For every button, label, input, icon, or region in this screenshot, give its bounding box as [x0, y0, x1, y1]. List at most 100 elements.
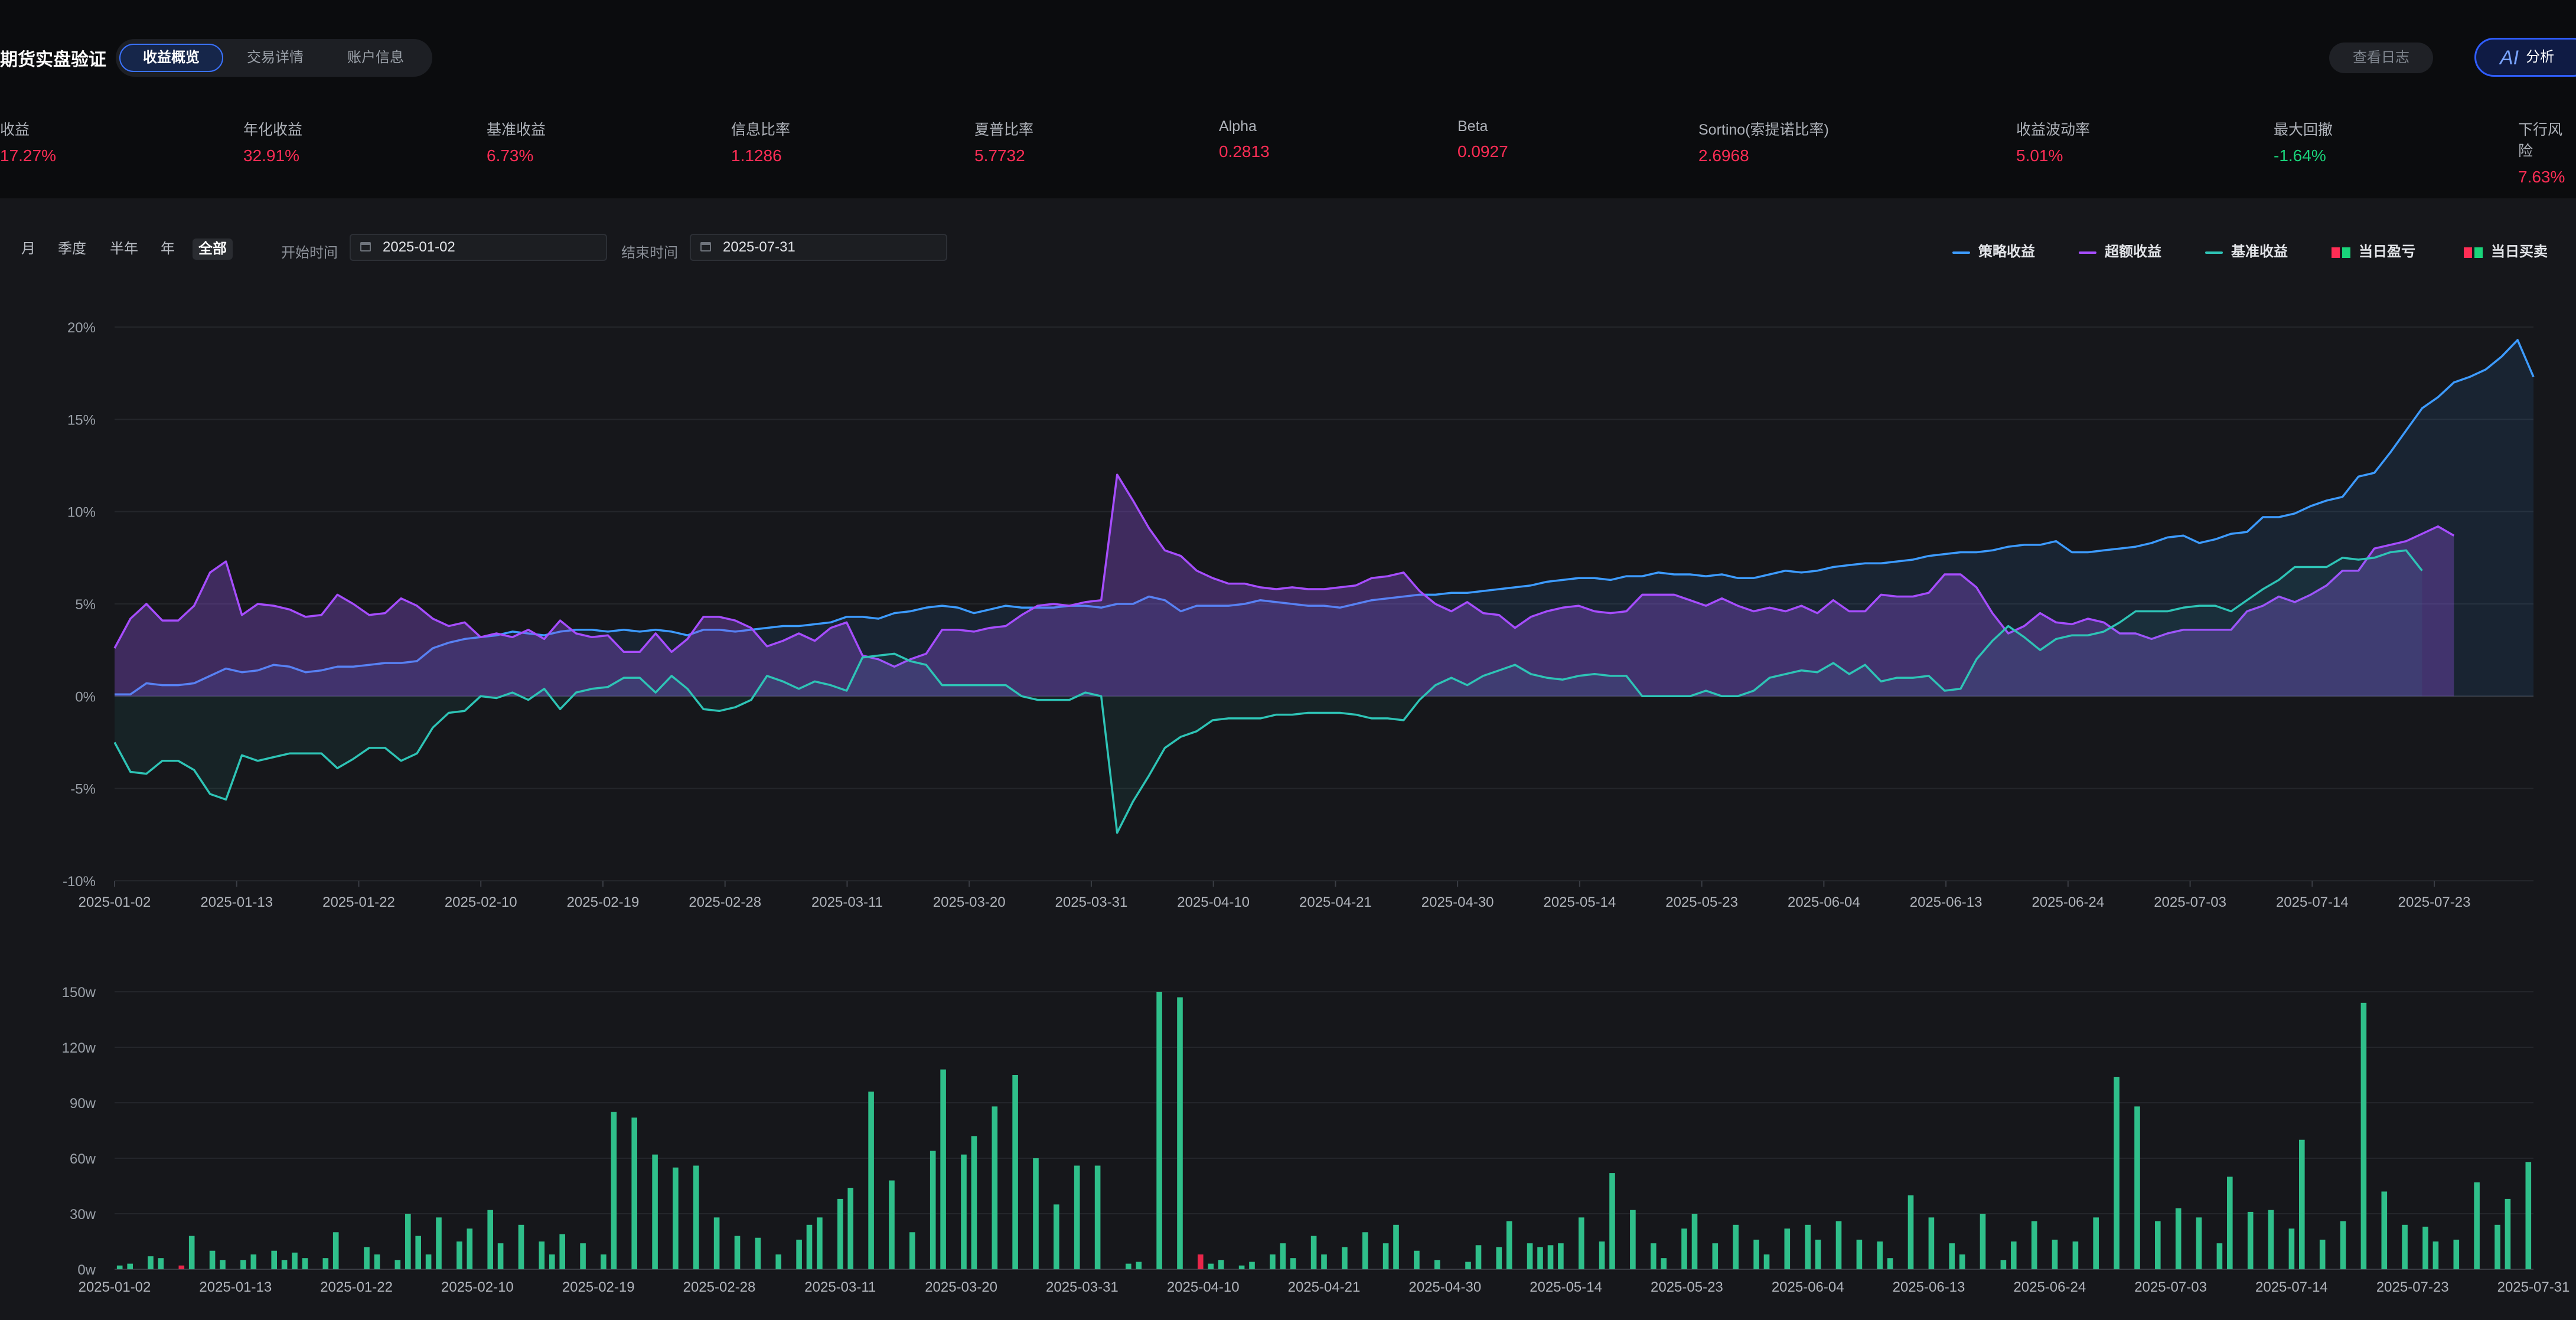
x-tick-label: 2025-04-30	[1421, 894, 1494, 910]
profit-bar	[518, 1224, 524, 1269]
x-tick-label: 2025-06-13	[1910, 894, 1982, 910]
metric-label: 收益波动率	[2016, 122, 2091, 138]
profit-bar	[2196, 1217, 2202, 1269]
x-tick-label: 2025-07-31	[2497, 1279, 2570, 1295]
profit-bar	[713, 1217, 720, 1269]
metric-label: 最大回撤	[2274, 122, 2333, 138]
x-tick-label: 2025-06-04	[1788, 894, 1860, 910]
x-tick-label: 2025-04-10	[1177, 894, 1250, 910]
profit-bar	[2453, 1239, 2460, 1269]
metric-beta: Beta 0.0927	[1457, 118, 1508, 161]
profit-bar	[209, 1250, 216, 1269]
profit-bar	[1465, 1262, 1471, 1269]
legend-label: 当日盈亏	[2359, 244, 2415, 260]
profit-bar	[817, 1217, 823, 1269]
metric-value: -1.64%	[2274, 146, 2326, 165]
end-date-label: 结束时间	[621, 245, 678, 261]
profit-bar	[1856, 1239, 1863, 1269]
range-half-year[interactable]: 半年	[110, 241, 138, 257]
y-tick-label: 120w	[62, 1040, 96, 1056]
x-tick-label: 2025-04-21	[1288, 1279, 1361, 1295]
profit-bar	[847, 1188, 853, 1269]
legend-benchmark[interactable]: 基准收益	[2205, 240, 2288, 260]
profit-bar	[2525, 1162, 2532, 1269]
legend-daily-pnl[interactable]: 当日盈亏	[2332, 240, 2415, 260]
profit-bar	[1681, 1228, 1687, 1269]
profit-bar	[364, 1247, 370, 1269]
x-tick-label: 2025-06-24	[2013, 1279, 2086, 1295]
end-date-input[interactable]: 2025-07-31	[690, 234, 947, 261]
x-tick-label: 2025-05-14	[1543, 894, 1616, 910]
profit-bar	[909, 1232, 915, 1269]
profit-bar	[302, 1258, 308, 1269]
x-tick-label: 2025-02-10	[445, 894, 517, 910]
y-tick-label: 10%	[67, 505, 96, 521]
profit-bar	[1712, 1243, 1719, 1269]
profit-bar	[559, 1234, 565, 1269]
x-tick-label: 2025-02-19	[567, 894, 640, 910]
legend-label: 当日买卖	[2491, 244, 2548, 260]
profit-bar	[806, 1224, 813, 1269]
profit-bar	[2495, 1224, 2500, 1269]
metric-label: 信息比率	[731, 122, 791, 138]
tab-group: 收益概览 交易详情 账户信息	[116, 39, 432, 77]
metric-value: 0.2813	[1219, 142, 1270, 161]
start-date-input[interactable]: 2025-01-02	[350, 234, 607, 261]
profit-bar	[2422, 1226, 2428, 1269]
profit-bar	[2474, 1182, 2480, 1269]
tab-trade-details[interactable]: 交易详情	[247, 50, 304, 66]
profit-bar	[467, 1228, 473, 1269]
view-log-button[interactable]: 查看日志	[2329, 43, 2433, 73]
calendar-icon	[360, 242, 371, 251]
x-tick-label: 2025-07-23	[2376, 1279, 2449, 1295]
tab-account-info[interactable]: 账户信息	[347, 50, 404, 66]
profit-bar	[580, 1243, 586, 1269]
legend-line-icon	[2079, 251, 2096, 254]
profit-bar	[1959, 1254, 1965, 1269]
profit-bar	[1691, 1214, 1698, 1269]
metric-sharpe-ratio: 夏普比率 5.7732	[974, 118, 1033, 165]
profit-bar	[1208, 1263, 1214, 1269]
y-tick-label: 5%	[75, 597, 96, 613]
start-date-value: 2025-01-02	[383, 239, 455, 255]
legend-excess[interactable]: 超额收益	[2079, 240, 2161, 260]
metric-value: 6.73%	[487, 146, 534, 165]
profit-bar	[631, 1118, 637, 1269]
benchmark-return-series	[113, 549, 2423, 834]
range-month[interactable]: 月	[21, 241, 35, 257]
profit-bar	[1238, 1265, 1245, 1269]
legend-square-icon	[2474, 247, 2483, 258]
x-tick-label: 2025-03-31	[1046, 1279, 1119, 1295]
metric-label: Sortino(索提诺比率)	[1698, 122, 1829, 138]
profit-bar	[1156, 992, 1162, 1269]
x-tick-label: 2025-07-14	[2276, 894, 2349, 910]
profit-bar	[755, 1237, 761, 1269]
profit-bar	[549, 1254, 555, 1269]
metric-alpha: Alpha 0.2813	[1219, 118, 1270, 161]
range-all[interactable]: 全部	[193, 238, 233, 260]
legend-daily-trades[interactable]: 当日买卖	[2464, 240, 2548, 260]
metric-label: Alpha	[1219, 118, 1257, 135]
start-date-label: 开始时间	[281, 245, 338, 261]
returns-line-chart[interactable]: 20% 15% 10% 5% 0% -5% -10% 2025-01-02 2025-01-13…	[0, 295, 2576, 945]
profit-bar	[1136, 1262, 1142, 1269]
profit-bar	[1012, 1075, 1018, 1269]
profit-bar	[1763, 1254, 1770, 1269]
profit-bar	[374, 1254, 380, 1269]
profit-bar	[2227, 1177, 2233, 1269]
profit-bar	[292, 1252, 298, 1269]
profit-bar	[2340, 1221, 2346, 1269]
tab-overview[interactable]: 收益概览	[119, 44, 223, 72]
profit-bar	[497, 1243, 504, 1269]
profit-bar	[1434, 1260, 1440, 1269]
range-year[interactable]: 年	[161, 241, 175, 257]
y-tick-label: 0%	[75, 689, 96, 705]
legend-strategy[interactable]: 策略收益	[1952, 240, 2035, 260]
range-quarter[interactable]: 季度	[58, 241, 86, 257]
profit-bar	[1475, 1245, 1482, 1269]
profit-bar	[1579, 1217, 1584, 1269]
ai-analysis-button[interactable]: AI 分析	[2474, 38, 2576, 77]
legend-line-icon	[1952, 251, 1970, 254]
profit-bar	[2134, 1106, 2140, 1269]
